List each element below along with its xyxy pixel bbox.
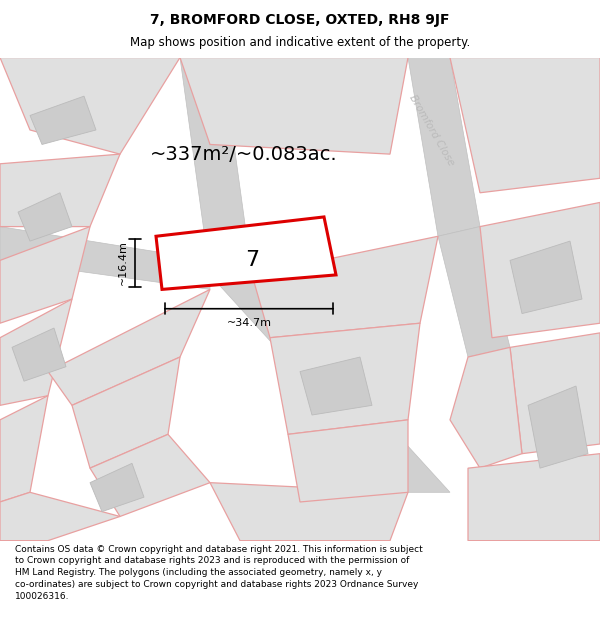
Polygon shape (90, 463, 144, 512)
Polygon shape (270, 323, 420, 434)
Polygon shape (0, 396, 48, 502)
Text: ~16.4m: ~16.4m (118, 241, 128, 285)
Polygon shape (30, 96, 96, 144)
Polygon shape (528, 386, 588, 468)
Polygon shape (90, 434, 210, 516)
Text: ~337m²/~0.083ac.: ~337m²/~0.083ac. (150, 144, 338, 164)
Polygon shape (0, 492, 120, 541)
Polygon shape (12, 328, 66, 381)
Text: 7, BROMFORD CLOSE, OXTED, RH8 9JF: 7, BROMFORD CLOSE, OXTED, RH8 9JF (150, 12, 450, 27)
Polygon shape (180, 58, 252, 275)
Polygon shape (438, 227, 510, 357)
Text: ~34.7m: ~34.7m (227, 318, 271, 328)
Polygon shape (0, 299, 72, 406)
Polygon shape (210, 275, 450, 492)
Polygon shape (408, 58, 480, 236)
Polygon shape (288, 420, 408, 502)
Text: Contains OS data © Crown copyright and database right 2021. This information is : Contains OS data © Crown copyright and d… (15, 544, 423, 601)
Polygon shape (0, 154, 120, 227)
Polygon shape (300, 357, 372, 415)
Polygon shape (18, 192, 72, 241)
Polygon shape (450, 348, 522, 468)
Polygon shape (0, 227, 210, 289)
Text: Map shows position and indicative extent of the property.: Map shows position and indicative extent… (130, 36, 470, 49)
Polygon shape (510, 333, 600, 454)
Polygon shape (156, 217, 336, 289)
Polygon shape (180, 58, 408, 154)
Polygon shape (72, 357, 180, 468)
Polygon shape (252, 236, 438, 338)
Polygon shape (48, 289, 210, 406)
Polygon shape (210, 482, 408, 541)
Polygon shape (0, 58, 180, 154)
Text: Bromford Close: Bromford Close (407, 92, 457, 168)
Polygon shape (0, 227, 90, 323)
Polygon shape (480, 202, 600, 338)
Polygon shape (450, 58, 600, 192)
Text: 7: 7 (245, 251, 259, 271)
Polygon shape (510, 241, 582, 314)
Polygon shape (468, 454, 600, 541)
